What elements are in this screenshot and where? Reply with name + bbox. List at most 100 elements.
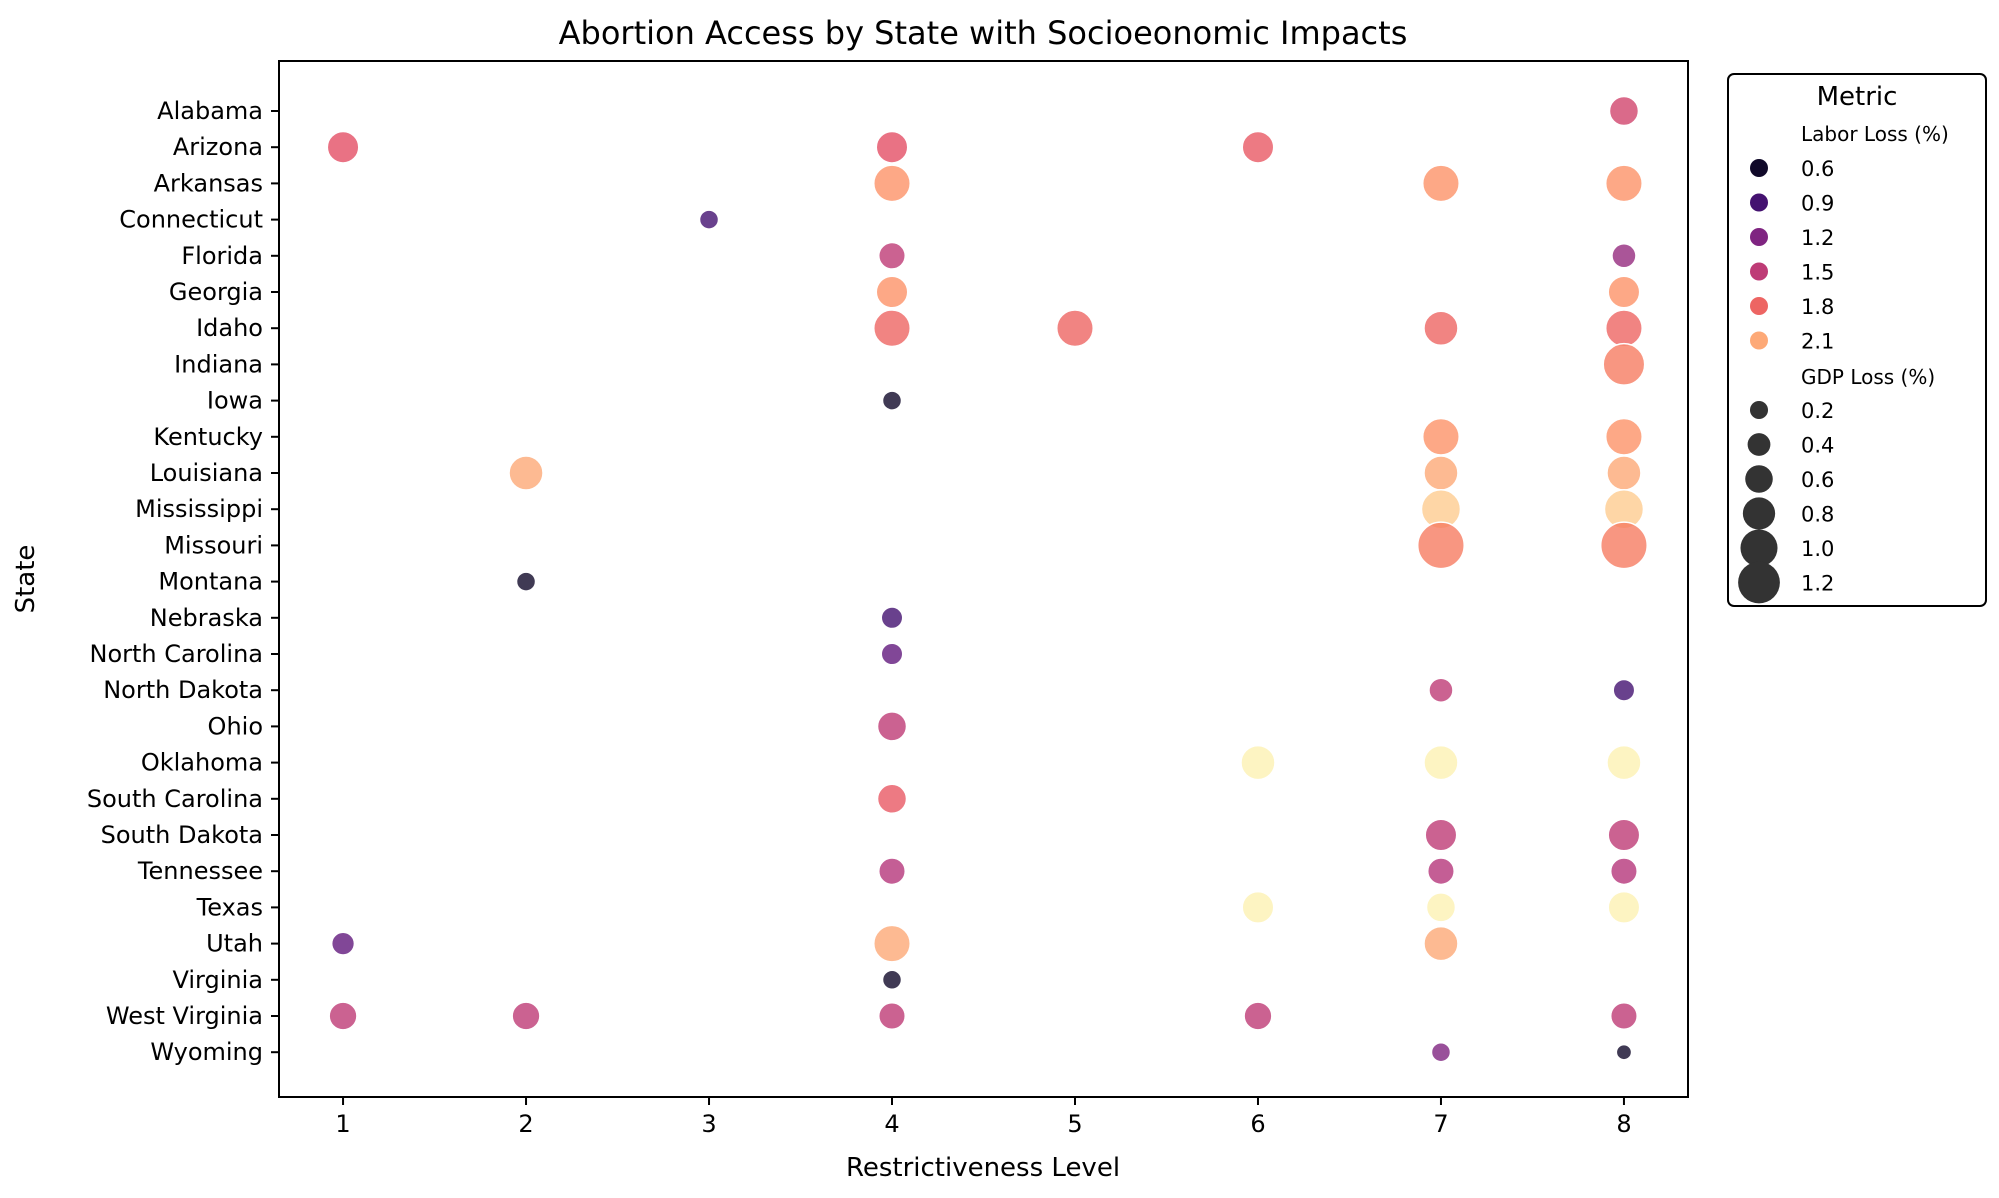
legend-gdp-loss-entries: 0.2 0.4 0.6 0.8 1.0 1.2 (1738, 399, 1834, 604)
y-tick-label: North Carolina (90, 640, 264, 668)
legend-labor-loss-title: Labor Loss (%) (1801, 122, 1949, 146)
y-tick-label: Indiana (174, 350, 263, 378)
data-point (873, 924, 912, 963)
legend-frame (1727, 73, 1987, 607)
data-point (1615, 1043, 1633, 1061)
x-axis: 1 2 3 4 5 6 7 8 (335, 1097, 1632, 1138)
y-tick-label: Texas (196, 893, 263, 921)
y-tick-label: Missouri (164, 531, 263, 559)
data-point (326, 130, 360, 164)
data-point (1243, 1001, 1273, 1031)
legend-color-marker (1750, 228, 1768, 246)
data-point (1424, 818, 1458, 852)
legend-color-marker (1750, 262, 1768, 281)
y-tick-label: Mississippi (135, 495, 263, 523)
data-point (1421, 164, 1460, 203)
legend-size-marker (1749, 400, 1769, 420)
data-point (1416, 521, 1465, 570)
data-point (875, 275, 909, 309)
data-point (1423, 925, 1459, 962)
y-tick-label: Georgia (169, 278, 263, 306)
y-tick-label: West Virginia (106, 1002, 263, 1030)
y-tick-label: Arizona (173, 133, 263, 161)
data-point (881, 969, 903, 991)
data-point (1055, 309, 1094, 348)
data-point (1606, 455, 1642, 491)
legend-size-marker (1740, 529, 1778, 567)
data-point (875, 130, 909, 164)
legend-size-label: 1.0 (1801, 537, 1834, 561)
data-point (880, 606, 904, 630)
legend-color-marker (1750, 297, 1768, 315)
y-tick-label: Florida (181, 242, 263, 270)
data-point (880, 642, 904, 666)
y-tick-label: Nebraska (150, 604, 263, 632)
legend-size-marker (1747, 433, 1771, 456)
data-point (1604, 164, 1643, 203)
data-point (330, 931, 356, 956)
data-point (878, 857, 907, 886)
y-axis-label: State (11, 545, 41, 614)
x-tick-label: 2 (518, 1110, 533, 1138)
y-tick-label: Louisiana (150, 459, 263, 487)
data-point (1604, 417, 1643, 456)
data-point (328, 1001, 358, 1031)
y-tick-label: Kentucky (153, 423, 263, 451)
x-tick-label: 4 (884, 1110, 899, 1138)
x-tick-label: 8 (1616, 1110, 1631, 1138)
y-tick-label: Connecticut (119, 206, 263, 234)
data-point (878, 1002, 907, 1030)
y-tick-label: Arkansas (154, 169, 263, 197)
data-point (508, 455, 544, 491)
data-point (1240, 744, 1276, 781)
data-point (511, 1001, 541, 1031)
data-point (515, 571, 537, 592)
legend-color-marker (1750, 193, 1768, 212)
legend-size-label: 1.2 (1801, 572, 1834, 596)
legend-size-marker (1742, 497, 1776, 530)
data-point (1421, 417, 1460, 456)
data-point (1423, 310, 1459, 346)
x-tick-label: 7 (1433, 1110, 1448, 1138)
y-tick-label: Wyoming (150, 1038, 263, 1066)
data-point (873, 164, 912, 203)
y-tick-label: Tennessee (137, 857, 263, 885)
data-point (878, 241, 907, 270)
x-tick-label: 3 (701, 1110, 716, 1138)
y-tick-label: Ohio (208, 712, 263, 740)
data-point (698, 209, 720, 230)
data-point (1607, 890, 1641, 924)
legend-labor-loss-entries: 0.6 0.9 1.2 1.5 1.8 2.1 (1750, 157, 1834, 354)
legend-color-marker (1750, 159, 1768, 177)
data-point (873, 309, 912, 348)
data-point (1607, 818, 1641, 852)
legend-color-label: 1.5 (1801, 261, 1834, 285)
legend-size-label: 0.4 (1801, 434, 1834, 458)
y-tick-label: Utah (206, 930, 263, 958)
legend-size-label: 0.6 (1801, 468, 1834, 492)
data-point (1425, 892, 1457, 923)
legend-color-label: 0.6 (1801, 157, 1834, 181)
data-point (1430, 1041, 1452, 1063)
data-point (1428, 677, 1454, 703)
legend-size-label: 0.8 (1801, 503, 1834, 527)
y-tick-label: South Dakota (101, 821, 263, 849)
legend-title: Metric (1817, 82, 1898, 112)
data-point (1602, 342, 1646, 386)
legend-color-label: 0.9 (1801, 192, 1834, 216)
y-tick-label: Iowa (207, 387, 263, 415)
y-tick-label: South Carolina (87, 785, 263, 813)
y-tick-label: Alabama (157, 97, 263, 125)
data-point (876, 711, 908, 742)
legend-gdp-loss-title: GDP Loss (%) (1801, 365, 1935, 389)
data-point (1609, 1002, 1638, 1030)
legend-size-label: 0.2 (1801, 399, 1834, 423)
data-point (1426, 857, 1455, 886)
data-point (1606, 744, 1642, 781)
y-tick-label: Montana (158, 568, 263, 596)
plot-area: 1 2 3 4 5 6 7 8 Alabama Arizona Arkansas Connectic… (87, 60, 1689, 1138)
x-tick-label: 1 (335, 1110, 350, 1138)
data-point (1423, 744, 1459, 781)
